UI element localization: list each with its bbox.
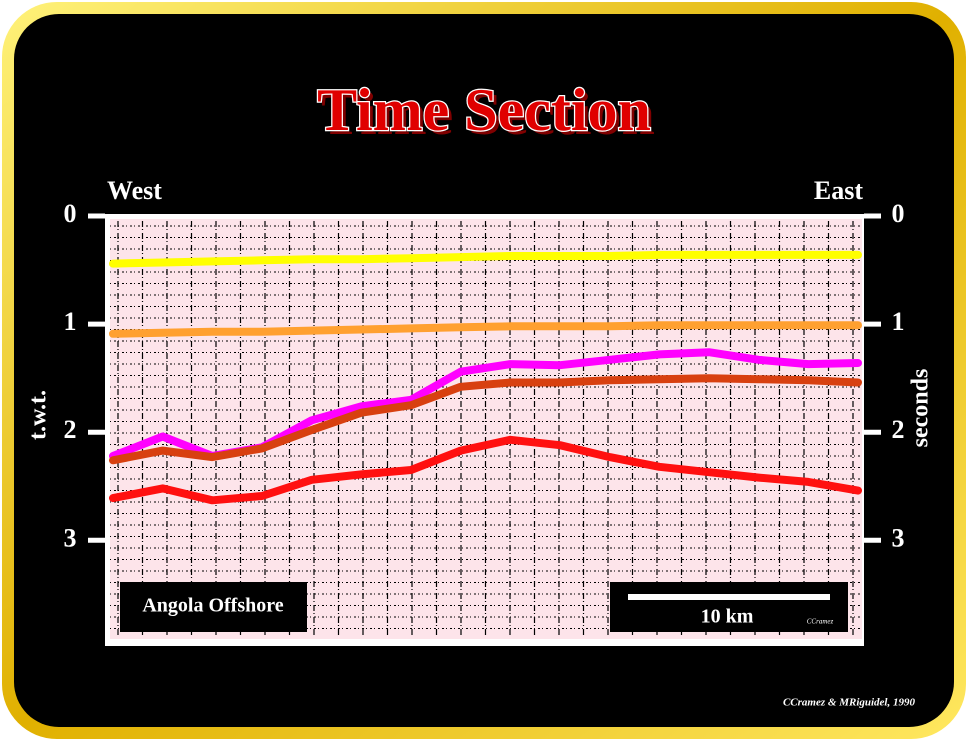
small-credit: CCramez — [807, 618, 834, 626]
y-tick-label: 3 — [64, 523, 77, 552]
location-label: Angola Offshore — [142, 595, 283, 617]
location-box — [120, 582, 307, 632]
horizon-line — [109, 435, 862, 505]
scale-label: 10 km — [701, 606, 754, 628]
y2-tick-label: 3 — [892, 523, 905, 552]
horizons — [109, 250, 862, 505]
y2-tick-label: 1 — [892, 307, 905, 336]
title-shadow: Time Section — [321, 81, 655, 147]
horizon-line — [109, 250, 862, 268]
y-axis-label: t.w.t. — [26, 390, 52, 440]
y2-tick-label: 2 — [892, 415, 905, 444]
horizon-line — [109, 321, 862, 338]
east-label: East — [814, 176, 863, 205]
y2-axis-label: seconds — [908, 369, 934, 448]
y-tick-label: 1 — [64, 307, 77, 336]
y2-tick-label: 0 — [892, 199, 905, 228]
credit: CCramez & MRiguidel, 1990 — [783, 697, 916, 709]
y-tick-label: 2 — [64, 415, 77, 444]
scale-box — [610, 582, 848, 632]
horizon-line — [109, 374, 862, 465]
chart-title: Time Section — [317, 77, 651, 143]
y-tick-label: 0 — [64, 199, 77, 228]
title-group: Time Section Time Section — [316, 76, 655, 147]
west-label: West — [107, 176, 162, 205]
